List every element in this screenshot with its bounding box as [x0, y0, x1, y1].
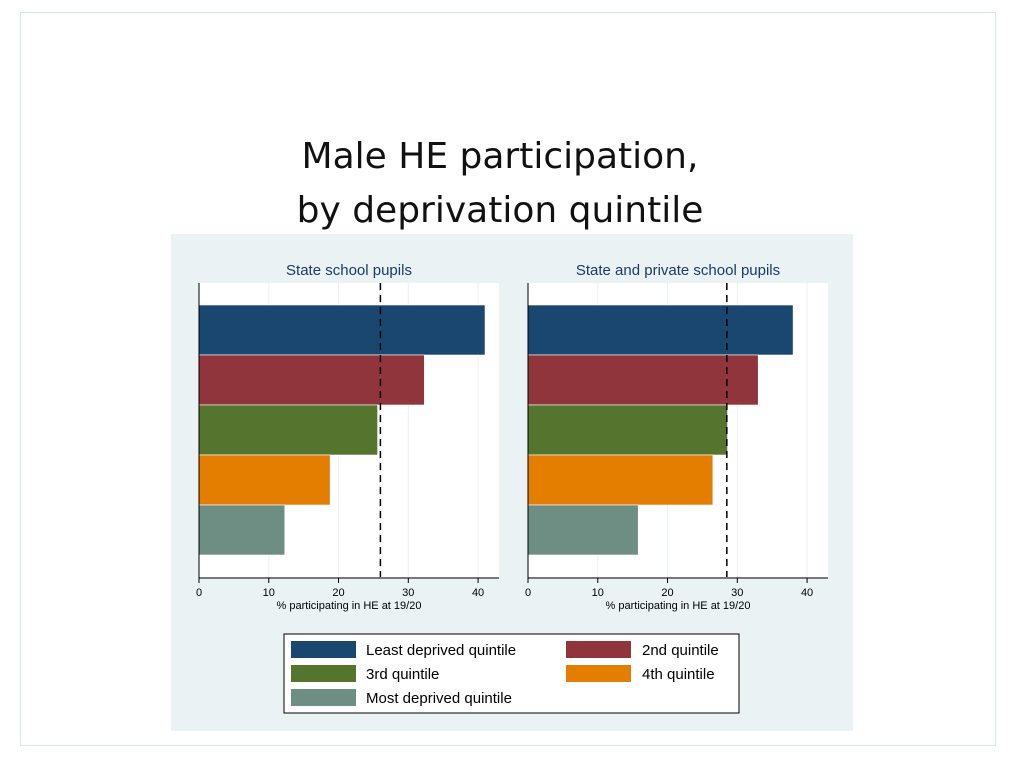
slide-title: Male HE participation, by deprivation qu…: [0, 130, 1000, 238]
x-tick-label: 10: [263, 587, 275, 599]
x-tick-label: 30: [731, 587, 743, 599]
legend-swatch-2nd-quintile: [566, 641, 631, 658]
legend-swatch-4th-quintile: [566, 665, 631, 682]
bar-4th-quintile: [527, 454, 714, 506]
legend-box: [283, 633, 740, 714]
legend-swatch-most-deprived-quintile: [291, 689, 356, 706]
slide-frame: [20, 12, 996, 746]
legend-label-least-deprived-quintile: Least deprived quintile: [366, 642, 516, 659]
x-tick-label: 40: [801, 587, 813, 599]
bar-most-deprived-quintile: [198, 504, 286, 556]
legend-swatch-least-deprived-quintile: [291, 641, 356, 658]
bar-most-deprived-quintile: [527, 504, 639, 556]
x-tick-label: 20: [661, 587, 673, 599]
x-tick-label: 0: [525, 587, 531, 599]
x-axis-label: % participating in HE at 19/20: [606, 600, 751, 612]
bar-3rd-quintile: [527, 404, 728, 456]
bar-4th-quintile: [198, 454, 331, 506]
panel-title: State and private school pupils: [576, 262, 780, 279]
bar-least-deprived-quintile: [527, 304, 794, 356]
x-tick-label: 0: [196, 587, 202, 599]
x-tick-label: 30: [402, 587, 414, 599]
legend-label-2nd-quintile: 2nd quintile: [642, 642, 719, 659]
slide-title-line-1: Male HE participation,: [301, 136, 699, 177]
legend-label-3rd-quintile: 3rd quintile: [366, 666, 439, 683]
x-axis-label: % participating in HE at 19/20: [277, 600, 422, 612]
bar-3rd-quintile: [198, 404, 378, 456]
x-tick-label: 10: [592, 587, 604, 599]
x-tick-label: 20: [332, 587, 344, 599]
panel-title: State school pupils: [286, 262, 412, 279]
legend-label-most-deprived-quintile: Most deprived quintile: [366, 690, 512, 707]
bar-least-deprived-quintile: [198, 304, 486, 356]
legend-label-4th-quintile: 4th quintile: [642, 666, 715, 683]
slide-title-line-2: by deprivation quintile: [296, 190, 704, 231]
legend-swatch-3rd-quintile: [291, 665, 356, 682]
bar-2nd-quintile: [527, 354, 759, 406]
bar-2nd-quintile: [198, 354, 425, 406]
x-tick-label: 40: [472, 587, 484, 599]
